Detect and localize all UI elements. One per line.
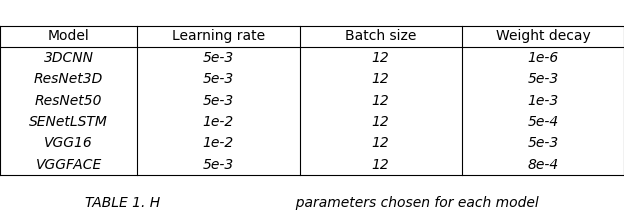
Text: 12: 12 bbox=[372, 94, 389, 108]
Text: 5e-3: 5e-3 bbox=[203, 94, 234, 108]
Text: VGGFACE: VGGFACE bbox=[36, 158, 102, 172]
Text: 12: 12 bbox=[372, 72, 389, 86]
Text: 1e-2: 1e-2 bbox=[203, 115, 234, 129]
Text: 12: 12 bbox=[372, 51, 389, 65]
Text: Weight decay: Weight decay bbox=[495, 29, 590, 43]
Text: 1e-2: 1e-2 bbox=[203, 136, 234, 150]
Text: 3DCNN: 3DCNN bbox=[44, 51, 94, 65]
Text: 5e-3: 5e-3 bbox=[527, 72, 558, 86]
Text: Batch size: Batch size bbox=[345, 29, 416, 43]
Text: Learning rate: Learning rate bbox=[172, 29, 265, 43]
Text: ResNet50: ResNet50 bbox=[35, 94, 102, 108]
Text: 12: 12 bbox=[372, 158, 389, 172]
Text: 5e-3: 5e-3 bbox=[203, 72, 234, 86]
Text: 5e-3: 5e-3 bbox=[527, 136, 558, 150]
Text: 8e-4: 8e-4 bbox=[527, 158, 558, 172]
Text: 5e-3: 5e-3 bbox=[203, 158, 234, 172]
Text: 5e-4: 5e-4 bbox=[527, 115, 558, 129]
Text: 12: 12 bbox=[372, 136, 389, 150]
Text: 1e-3: 1e-3 bbox=[527, 94, 558, 108]
Text: 5e-3: 5e-3 bbox=[203, 51, 234, 65]
Text: TABLE 1. H                               parameters chosen for each model: TABLE 1. H parameters chosen for each mo… bbox=[85, 196, 539, 210]
Text: VGG16: VGG16 bbox=[44, 136, 93, 150]
Text: ResNet3D: ResNet3D bbox=[34, 72, 103, 86]
Text: 12: 12 bbox=[372, 115, 389, 129]
Text: 1e-6: 1e-6 bbox=[527, 51, 558, 65]
Text: Model: Model bbox=[48, 29, 89, 43]
Text: SENetLSTM: SENetLSTM bbox=[29, 115, 108, 129]
